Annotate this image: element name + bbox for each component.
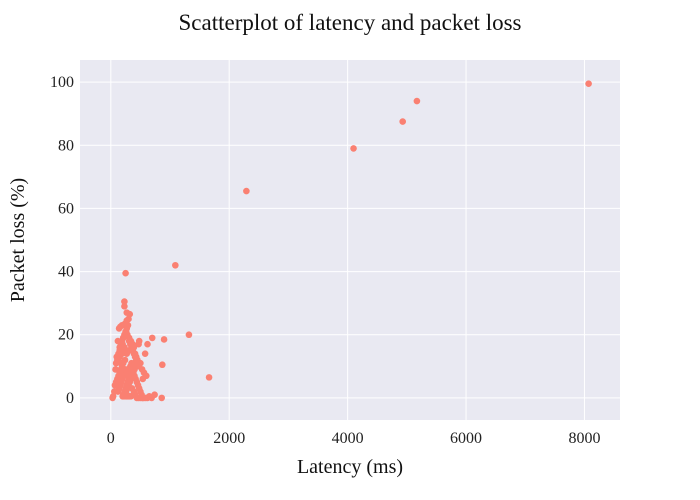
x-axis-ticks: 0 2000 4000 6000 8000 bbox=[107, 430, 601, 447]
data-point bbox=[126, 310, 134, 318]
data-point bbox=[135, 340, 142, 348]
data-point bbox=[121, 303, 128, 310]
data-point bbox=[141, 350, 149, 357]
data-point bbox=[134, 359, 141, 367]
data-point bbox=[109, 394, 116, 402]
data-point bbox=[117, 359, 125, 367]
grid-lines bbox=[80, 60, 620, 420]
y-tick-label: 0 bbox=[66, 390, 74, 407]
data-point bbox=[111, 381, 119, 389]
data-point bbox=[350, 145, 357, 152]
data-point bbox=[158, 394, 166, 402]
data-point bbox=[148, 334, 156, 342]
data-point bbox=[185, 331, 193, 339]
x-tick-label: 2000 bbox=[213, 430, 245, 447]
y-tick-label: 40 bbox=[58, 264, 74, 281]
data-point bbox=[160, 336, 168, 343]
data-point bbox=[122, 269, 129, 277]
data-point bbox=[125, 375, 133, 383]
data-point bbox=[172, 261, 179, 269]
x-axis-label: Latency (ms) bbox=[297, 456, 403, 478]
x-tick-label: 0 bbox=[107, 430, 115, 447]
plot-background bbox=[80, 60, 620, 420]
y-axis-label: Packet loss (%) bbox=[7, 178, 29, 302]
y-tick-label: 60 bbox=[58, 200, 74, 217]
chart-title: Scatterplot of latency and packet loss bbox=[179, 10, 522, 35]
y-tick-label: 80 bbox=[58, 137, 74, 154]
y-axis-ticks: 0 20 40 60 80 100 bbox=[50, 74, 74, 407]
data-point bbox=[127, 393, 135, 400]
data-point bbox=[114, 388, 122, 395]
y-tick-label: 20 bbox=[58, 327, 74, 344]
data-point bbox=[115, 325, 123, 332]
data-point bbox=[585, 80, 592, 87]
data-point bbox=[243, 187, 250, 195]
data-point bbox=[413, 97, 421, 105]
data-point bbox=[124, 321, 132, 329]
y-tick-label: 100 bbox=[50, 74, 74, 91]
x-tick-label: 8000 bbox=[568, 430, 600, 447]
x-tick-label: 4000 bbox=[332, 430, 364, 447]
data-point bbox=[144, 394, 151, 402]
data-point bbox=[151, 391, 158, 399]
data-point bbox=[144, 340, 151, 348]
data-point bbox=[121, 344, 128, 351]
data-point bbox=[399, 118, 406, 125]
data-point bbox=[159, 361, 166, 369]
data-point bbox=[143, 372, 150, 380]
data-points bbox=[109, 80, 592, 402]
data-point bbox=[121, 298, 128, 305]
data-point bbox=[205, 374, 213, 381]
x-tick-label: 6000 bbox=[450, 430, 482, 447]
